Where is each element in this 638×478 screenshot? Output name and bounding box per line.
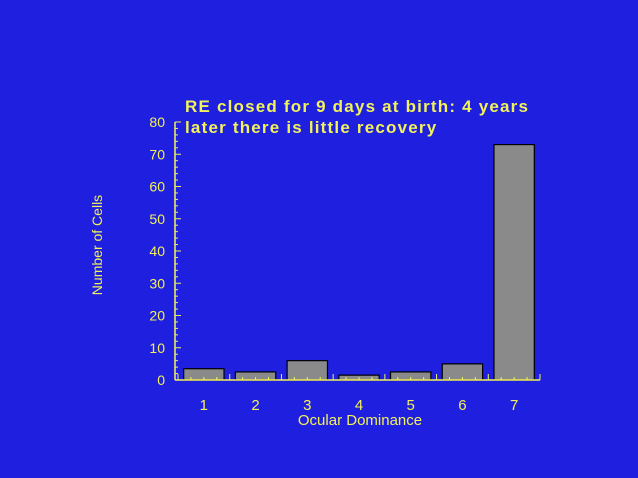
y-tick-label: 40	[149, 243, 165, 259]
y-tick-label: 20	[149, 308, 165, 324]
y-tick-label: 60	[149, 179, 165, 195]
chart-title-line-2: later there is little recovery	[185, 118, 438, 137]
bar-7	[493, 143, 535, 381]
x-tick-label: 4	[355, 397, 363, 414]
y-tick-label: 70	[149, 146, 165, 162]
x-tick-label: 5	[407, 397, 415, 414]
x-tick-label: 7	[510, 397, 518, 414]
chart-title: RE closed for 9 days at birth: 4 years l…	[185, 96, 605, 138]
x-tick-label: 3	[303, 397, 311, 414]
y-tick-label: 30	[149, 275, 165, 291]
x-axis-label: Ocular Dominance	[297, 412, 423, 429]
y-tick-label: 10	[149, 340, 165, 356]
y-tick-label: 50	[149, 211, 165, 227]
x-tick-label: 1	[200, 397, 208, 414]
chart-title-line-1: RE closed for 9 days at birth: 4 years	[185, 97, 530, 116]
x-tick-label: 2	[251, 397, 259, 414]
x-tick-label: 6	[458, 397, 466, 414]
y-tick-label: 80	[149, 114, 165, 130]
y-tick-label: 0	[157, 372, 165, 388]
